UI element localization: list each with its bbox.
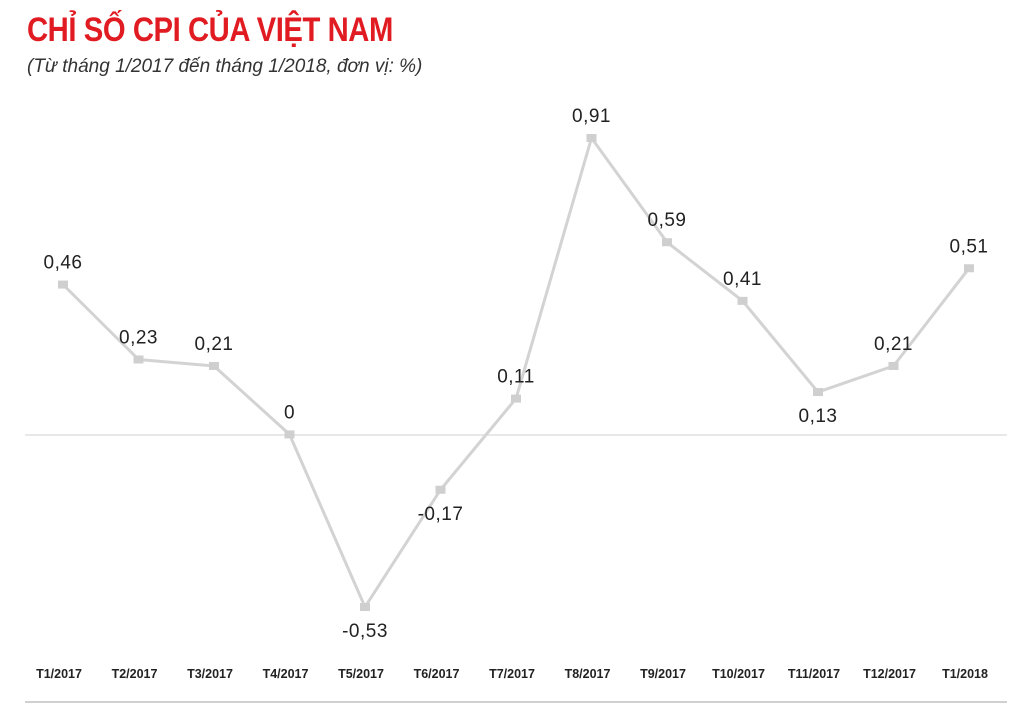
x-tick-label: T10/2017: [712, 667, 765, 681]
data-point-marker: [662, 238, 672, 247]
data-point-marker: [737, 296, 748, 305]
data-point-marker: [284, 430, 295, 439]
data-label: 0,23: [119, 327, 158, 348]
x-tick-label: T1/2017: [36, 667, 82, 681]
data-label: 0,13: [799, 406, 838, 427]
data-point-marker: [813, 388, 823, 397]
x-tick-label: T3/2017: [187, 667, 233, 681]
x-tick-label: T4/2017: [263, 667, 309, 681]
data-label: 0,11: [497, 367, 535, 388]
x-tick-label: T5/2017: [338, 667, 384, 681]
data-point-marker: [133, 355, 144, 364]
data-label: -0,53: [342, 621, 388, 642]
data-point-marker: [58, 280, 68, 289]
value-labels: 0,46 0,23 0,21 0 -0,53 -0,17 0,11 0,91 0,59 0,41 0…: [44, 106, 989, 642]
data-point-marker: [209, 361, 219, 370]
series-layer: [58, 134, 974, 611]
x-tick-label: T6/2017: [414, 667, 460, 681]
data-point-marker: [435, 485, 446, 494]
chart-title: CHỈ SỐ CPI CỦA VIỆT NAM: [27, 11, 393, 49]
data-label: -0,17: [418, 504, 464, 525]
data-point-marker: [360, 603, 370, 611]
data-label: 0,46: [44, 253, 83, 274]
data-label: 0,21: [195, 334, 234, 355]
data-point-marker: [888, 361, 899, 370]
data-label: 0: [284, 402, 295, 423]
data-label: 0,21: [874, 334, 913, 355]
data-point-marker: [586, 134, 597, 142]
x-tick-label: T8/2017: [565, 667, 611, 681]
x-tick-label: T7/2017: [489, 667, 535, 681]
x-axis-tick-labels: T1/2017 T2/2017 T3/2017 T4/2017 T5/2017 T6/20…: [36, 667, 988, 681]
data-label: 0,59: [648, 210, 687, 231]
x-tick-label: T9/2017: [640, 667, 686, 681]
data-label: 0,41: [723, 269, 762, 290]
data-label: 0,91: [572, 106, 611, 127]
x-tick-label: T11/2017: [788, 667, 840, 681]
data-point-marker: [964, 264, 974, 273]
data-point-marker: [511, 394, 521, 403]
x-tick-label: T2/2017: [112, 667, 158, 681]
data-label: 0,51: [950, 236, 989, 257]
x-tick-label: T12/2017: [863, 667, 916, 681]
chart-subtitle: (Từ tháng 1/2017 đến tháng 1/2018, đơn v…: [27, 56, 423, 77]
x-tick-label: T1/2018: [942, 667, 988, 681]
